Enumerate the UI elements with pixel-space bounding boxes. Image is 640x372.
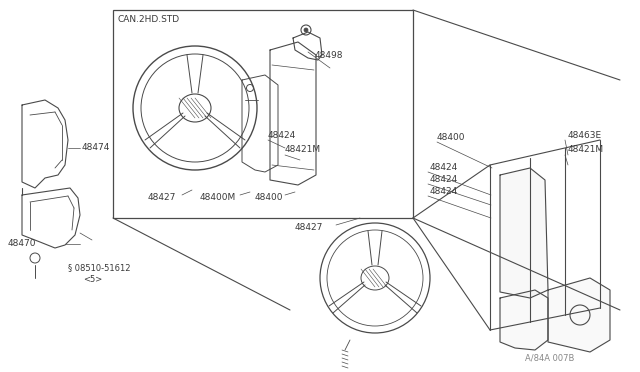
Text: 48400: 48400: [437, 134, 465, 142]
Text: 48400: 48400: [255, 193, 284, 202]
Text: <5>: <5>: [83, 276, 102, 285]
Text: 48421M: 48421M: [285, 145, 321, 154]
Circle shape: [304, 28, 308, 32]
Text: 48427: 48427: [148, 193, 177, 202]
Text: 48424: 48424: [430, 176, 458, 185]
Text: 48470: 48470: [8, 240, 36, 248]
Text: 48421M: 48421M: [568, 145, 604, 154]
Polygon shape: [500, 168, 548, 298]
Polygon shape: [548, 278, 610, 352]
Text: 48474: 48474: [82, 144, 110, 153]
Polygon shape: [270, 42, 316, 185]
Text: 48424: 48424: [430, 164, 458, 173]
Polygon shape: [500, 290, 548, 350]
Text: 48424: 48424: [430, 187, 458, 196]
Polygon shape: [293, 32, 322, 60]
Text: 48463E: 48463E: [568, 131, 602, 140]
Text: CAN.2HD.STD: CAN.2HD.STD: [117, 16, 179, 25]
Text: 48424: 48424: [268, 131, 296, 140]
Text: 48427: 48427: [295, 224, 323, 232]
Text: 48498: 48498: [315, 51, 344, 60]
Text: 48400M: 48400M: [200, 193, 236, 202]
Text: A/84A 007B: A/84A 007B: [525, 353, 574, 362]
Bar: [113, 10, 413, 218]
Text: § 08510-51612: § 08510-51612: [68, 263, 131, 273]
